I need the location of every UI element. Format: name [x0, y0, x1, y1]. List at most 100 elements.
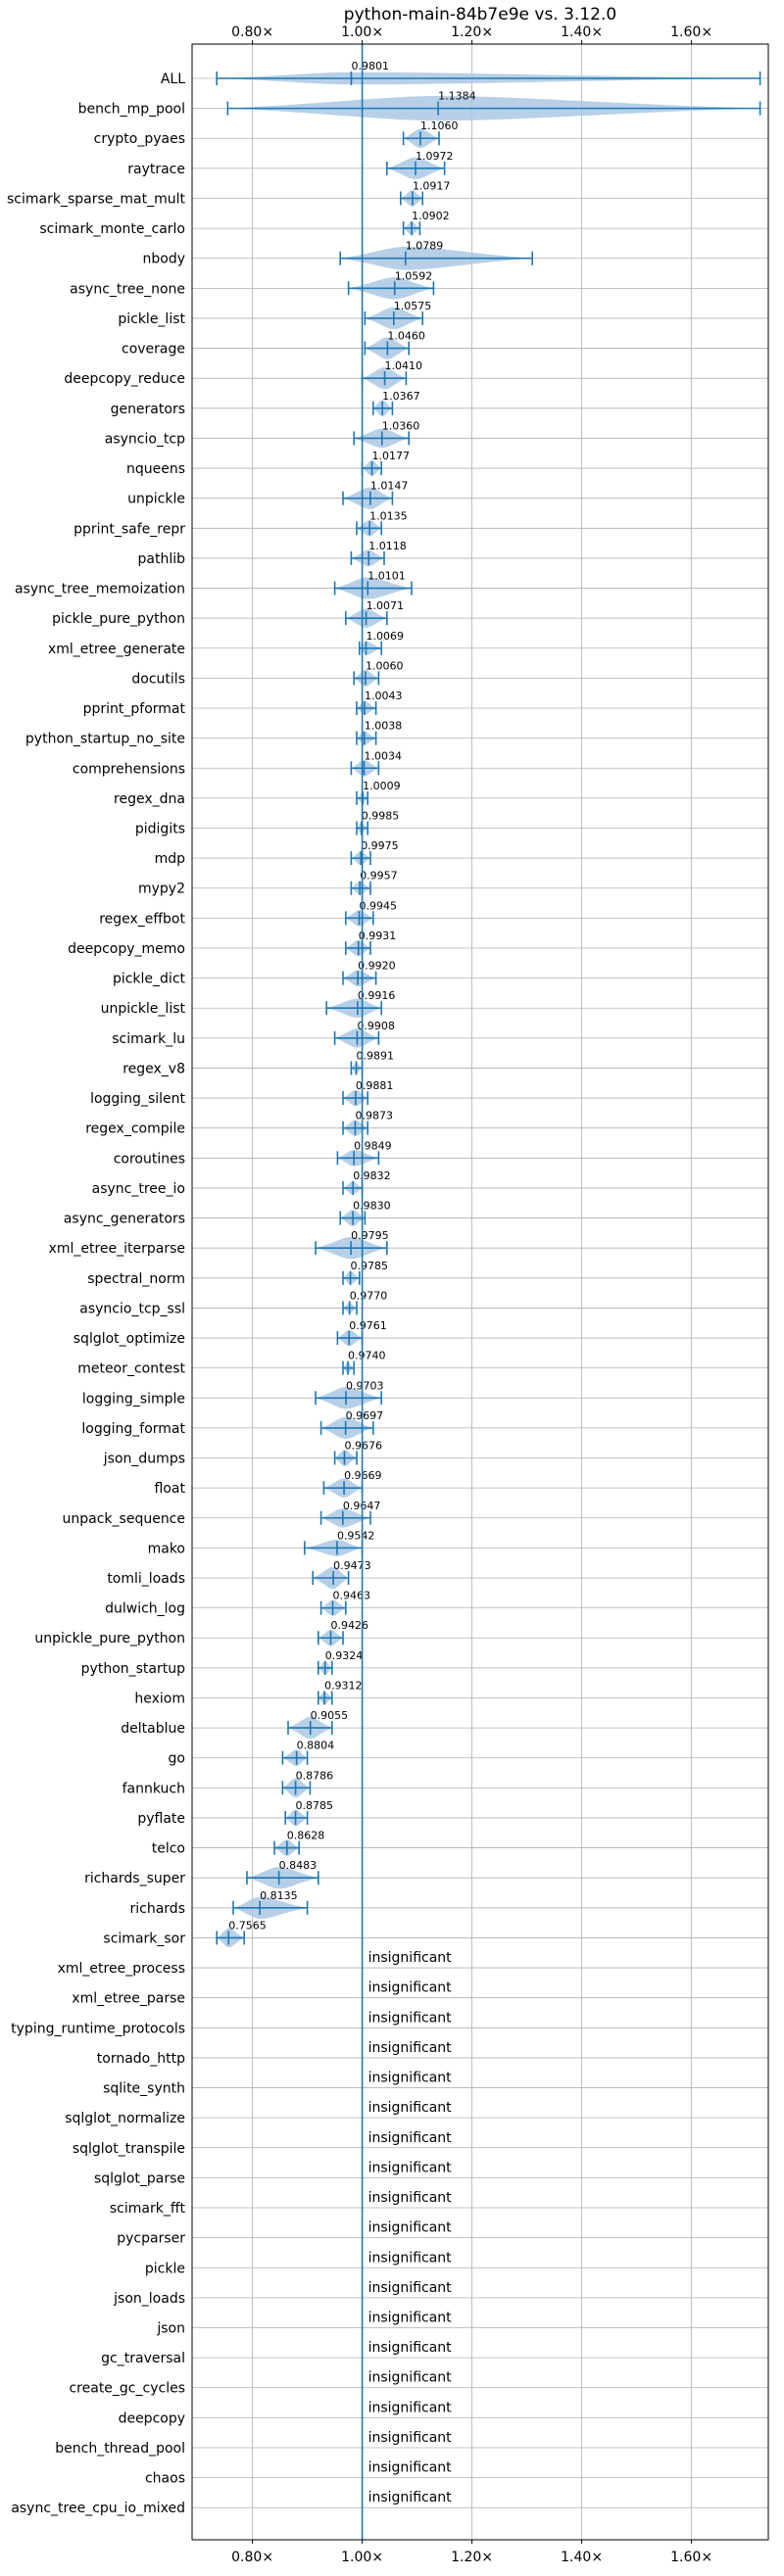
- data-label: 1.0069: [366, 630, 404, 643]
- row-label-hexiom: hexiom: [134, 1691, 185, 1706]
- insignificant-label: insignificant: [368, 2010, 453, 2026]
- row-label-async-tree-none: async_tree_none: [70, 281, 185, 297]
- row-label-regex-dna: regex_dna: [114, 791, 185, 807]
- data-label: 0.9542: [337, 1529, 375, 1542]
- x-tick-label-top: 1.60×: [670, 24, 712, 40]
- data-label: 1.0101: [368, 570, 406, 583]
- row-label-typing-runtime-protocols: typing_runtime_protocols: [11, 2021, 185, 2036]
- data-label: 1.0410: [385, 359, 423, 372]
- data-label: 0.9463: [333, 1590, 371, 1602]
- row-label-pidigits: pidigits: [135, 822, 185, 837]
- data-label: 0.9916: [358, 989, 396, 1002]
- row-label-go: go: [169, 1751, 185, 1767]
- row-label-meteor-contest: meteor_contest: [77, 1361, 185, 1377]
- data-label: 0.8483: [279, 1859, 318, 1872]
- row-label-dulwich-log: dulwich_log: [105, 1601, 185, 1617]
- violin-layer: 0.9801 1.1384 1.1060 1.0972 1.0917 1.0902 1.07…: [216, 44, 761, 2540]
- insignificant-label: insignificant: [368, 2460, 453, 2476]
- row-label-bench-thread-pool: bench_thread_pool: [55, 2441, 185, 2457]
- row-label-regex-v8: regex_v8: [122, 1061, 185, 1076]
- row-label-xml-etree-iterparse: xml_etree_iterparse: [49, 1241, 185, 1257]
- row-label-xml-etree-parse: xml_etree_parse: [72, 1991, 185, 2007]
- insignificant-label: insignificant: [368, 2100, 453, 2116]
- row-label-richards: richards: [130, 1901, 186, 1917]
- grid-layer: [192, 44, 768, 2540]
- x-tick-label-bottom: 1.40×: [561, 2550, 603, 2565]
- row-label-logging-simple: logging_simple: [82, 1391, 185, 1407]
- data-label: 1.0118: [368, 540, 407, 552]
- data-label: 0.9832: [353, 1169, 391, 1182]
- data-label: 1.0043: [365, 690, 403, 702]
- row-label-xml-etree-generate: xml_etree_generate: [48, 642, 185, 657]
- row-label-python-startup: python_startup: [81, 1661, 185, 1677]
- row-label-unpickle-list: unpickle_list: [101, 1001, 186, 1017]
- row-label-logging-format: logging_format: [81, 1421, 185, 1437]
- row-label-sqlite-synth: sqlite_synth: [103, 2081, 185, 2097]
- plot-frame: [191, 43, 769, 2541]
- row-label-docutils: docutils: [131, 671, 185, 687]
- row-label-pickle-list: pickle_list: [118, 311, 185, 327]
- row-label-deltablue: deltablue: [121, 1721, 185, 1737]
- row-label-bench-mp-pool: bench_mp_pool: [78, 102, 185, 118]
- insignificant-label: insignificant: [368, 2190, 453, 2206]
- row-label-raytrace: raytrace: [127, 162, 185, 177]
- data-label: 1.0789: [406, 240, 444, 253]
- data-label: 1.0147: [370, 480, 409, 493]
- row-label-async-tree-memoization: async_tree_memoization: [15, 582, 185, 597]
- data-label: 0.9985: [362, 810, 400, 823]
- data-label: 0.9473: [333, 1559, 371, 1572]
- data-label: 1.0135: [369, 509, 408, 522]
- insignificant-label: insignificant: [368, 2280, 453, 2296]
- row-label-pickle: pickle: [145, 2261, 185, 2276]
- x-tick-label-top: 1.00×: [341, 24, 383, 40]
- data-label: 0.8785: [296, 1799, 334, 1812]
- insignificant-label: insignificant: [368, 1980, 453, 1996]
- row-label-telco: telco: [152, 1841, 185, 1857]
- row-label-ALL: ALL: [161, 72, 185, 87]
- data-label: 0.9873: [355, 1110, 393, 1122]
- data-label: 0.9945: [360, 899, 398, 912]
- data-label: 0.9785: [351, 1260, 389, 1272]
- row-label-deepcopy-memo: deepcopy_memo: [68, 941, 185, 957]
- row-label-deepcopy: deepcopy: [119, 2410, 185, 2426]
- row-label-mypy2: mypy2: [138, 882, 185, 897]
- data-label: 1.0972: [416, 150, 454, 163]
- row-label-pickle-pure-python: pickle_pure_python: [52, 611, 185, 627]
- row-label-create-gc-cycles: create_gc_cycles: [69, 2381, 185, 2397]
- data-label: 0.8804: [297, 1740, 335, 1752]
- data-label: 0.9920: [358, 960, 396, 973]
- data-label: 0.9324: [325, 1649, 364, 1662]
- row-label-xml-etree-process: xml_etree_process: [58, 1961, 185, 1977]
- data-label: 0.9740: [348, 1350, 386, 1362]
- data-label: 0.9881: [356, 1079, 394, 1092]
- data-label: 0.9975: [361, 839, 399, 852]
- insignificant-label: insignificant: [368, 2160, 453, 2175]
- data-label: 1.0038: [365, 720, 403, 733]
- chart-title: python-main-84b7e9e vs. 3.12.0: [344, 5, 616, 24]
- data-label: 0.9931: [359, 930, 397, 942]
- row-label-deepcopy-reduce: deepcopy_reduce: [64, 371, 185, 387]
- row-label-pickle-dict: pickle_dict: [113, 972, 186, 987]
- row-label-json: json: [156, 2321, 185, 2337]
- row-label-tomli-loads: tomli_loads: [107, 1571, 185, 1587]
- data-label: 1.0071: [367, 599, 405, 612]
- x-tick-label-bottom: 1.00×: [341, 2550, 383, 2565]
- data-label: 1.1060: [420, 119, 459, 132]
- row-label-scimark-lu: scimark_lu: [112, 1031, 185, 1047]
- data-label: 0.9795: [351, 1229, 389, 1242]
- data-label: 0.9830: [353, 1200, 391, 1213]
- row-label-scimark-sor: scimark_sor: [103, 1931, 185, 1946]
- row-label-gc-traversal: gc_traversal: [101, 2351, 185, 2366]
- row-label-nqueens: nqueens: [126, 461, 185, 477]
- insignificant-label: insignificant: [368, 2490, 453, 2505]
- row-label-async-tree-io: async_tree_io: [92, 1181, 185, 1197]
- row-label-scimark-monte-carlo: scimark_monte_carlo: [39, 221, 185, 237]
- row-label-comprehensions: comprehensions: [73, 761, 185, 777]
- x-tick-label-top: 1.20×: [451, 24, 493, 40]
- data-label: 0.9908: [357, 1020, 395, 1032]
- row-label-json-dumps: json_dumps: [103, 1452, 185, 1467]
- insignificant-label: insignificant: [368, 2220, 453, 2236]
- row-label-sqlglot-transpile: sqlglot_transpile: [73, 2141, 185, 2157]
- data-label: 0.9957: [360, 870, 398, 883]
